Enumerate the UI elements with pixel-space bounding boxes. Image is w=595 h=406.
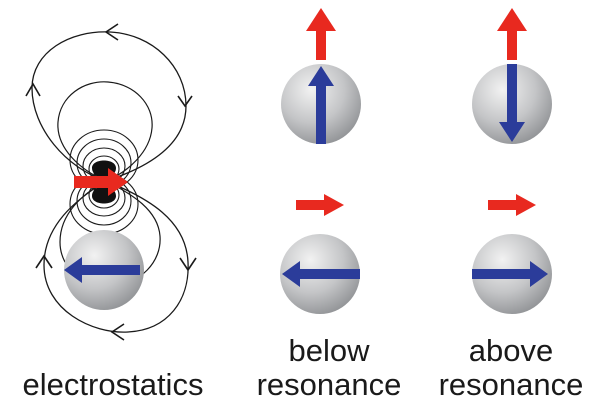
blue-arrow-icon: [64, 257, 140, 283]
caption-below-resonance: below resonance: [244, 334, 414, 402]
caption-above-resonance: above resonance: [428, 334, 594, 402]
blue-arrow-icon: [472, 261, 548, 287]
caption-below-line-1: below: [288, 333, 370, 368]
blue-arrow-icon: [308, 66, 334, 144]
caption-above-line-2: resonance: [438, 367, 584, 402]
electrostatics-panel: [25, 23, 197, 341]
red-arrow-icon: [74, 168, 128, 196]
caption-electrostatics-line-1: electrostatics: [22, 367, 204, 402]
red-arrow-icon: [306, 8, 336, 60]
blue-arrow-icon: [499, 64, 525, 142]
caption-above-line-1: above: [468, 333, 554, 368]
red-arrow-icon: [488, 194, 536, 216]
above-resonance-panel: [472, 8, 552, 314]
red-arrow-icon: [497, 8, 527, 60]
below-resonance-panel: [280, 8, 361, 314]
field-direction-markers: [25, 23, 197, 341]
red-arrow-icon: [296, 194, 344, 216]
caption-electrostatics: electrostatics: [8, 368, 218, 402]
caption-below-line-2: resonance: [256, 367, 402, 402]
blue-arrow-icon: [282, 261, 360, 287]
